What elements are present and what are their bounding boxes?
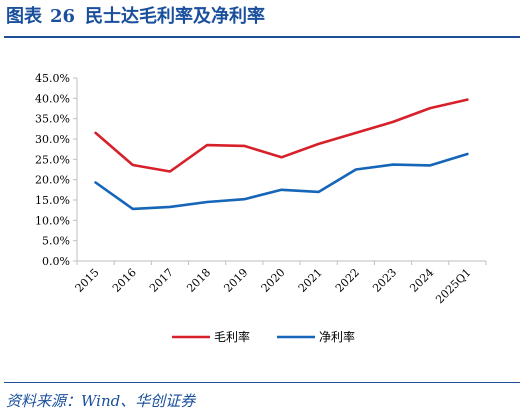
source-note: 资料来源：Wind、华创证券 [6,390,195,411]
y-tick-label: 5.0% [42,235,70,248]
y-tick-label: 15.0% [35,194,70,207]
series-line-1 [94,98,469,173]
y-tick-label: 25.0% [35,153,70,166]
title-rule [4,36,520,38]
source-prefix: 资料来源： [6,392,82,410]
x-tick-label: 2021 [296,266,325,295]
figure-label: 图表 [6,6,42,27]
x-tick-label: 2018 [184,266,213,295]
figure-title: 图表 26 民士达毛利率及净利率 [6,4,265,30]
y-tick-label: 40.0% [35,92,70,105]
x-tick-label: 2016 [110,266,139,295]
y-tick-label: 10.0% [35,214,70,227]
x-tick-label: 2020 [259,266,288,295]
y-tick-label: 35.0% [35,113,70,126]
x-tick-label: 2022 [333,266,362,295]
y-tick-label: 20.0% [35,174,70,187]
footer-rule [4,382,520,383]
x-tick-label: 2017 [147,266,176,295]
x-tick-label: 2023 [370,266,399,295]
source-text: Wind、华创证券 [81,392,196,410]
figure-title-text: 民士达毛利率及净利率 [85,6,266,27]
x-tick-label: 2025Q1 [433,266,473,306]
x-tick-label: 2024 [407,266,436,295]
series-line-2 [94,152,469,211]
line-chart: 0.0% 5.0% 10.0% 15.0% 20.0% 25.0% 30.0% 35.0% 40… [35,72,487,344]
y-tick-label: 30.0% [35,133,70,146]
y-tick-label: 45.0% [35,72,70,85]
x-tick-label: 2019 [221,266,250,295]
y-tick-label: 0.0% [42,255,70,268]
figure-number: 26 [50,6,76,27]
legend-label-2: 净利率 [319,329,355,344]
x-tick-label: 2015 [73,266,102,295]
legend-label-1: 毛利率 [214,329,250,344]
